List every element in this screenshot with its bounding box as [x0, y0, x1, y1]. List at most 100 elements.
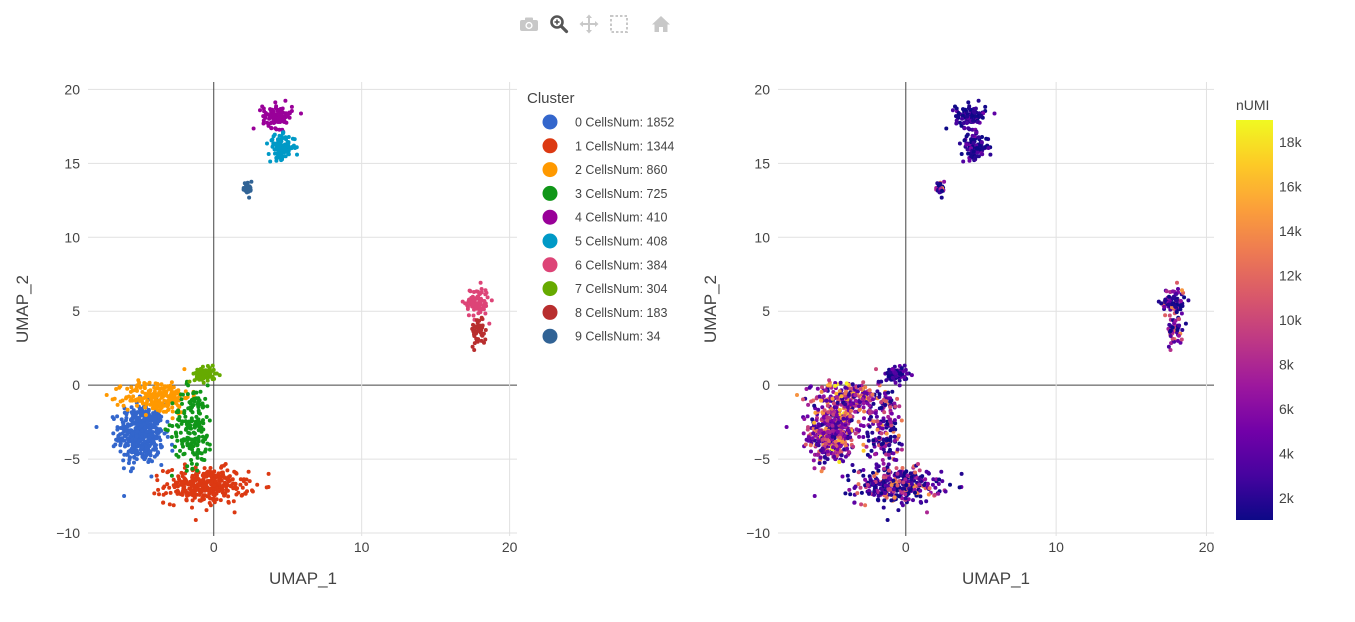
scatter-point[interactable]: [251, 126, 256, 131]
scatter-point[interactable]: [152, 402, 156, 407]
scatter-point[interactable]: [940, 479, 945, 484]
scatter-point[interactable]: [190, 505, 194, 510]
scatter-point[interactable]: [858, 387, 863, 391]
scatter-point[interactable]: [815, 452, 820, 457]
scatter-point[interactable]: [879, 405, 884, 410]
scatter-point[interactable]: [180, 489, 185, 494]
scatter-point[interactable]: [818, 455, 823, 460]
scatter-point[interactable]: [917, 482, 922, 487]
scatter-point[interactable]: [883, 491, 888, 495]
scatter-point[interactable]: [126, 422, 130, 427]
scatter-point[interactable]: [286, 140, 291, 145]
scatter-point[interactable]: [144, 447, 149, 452]
scatter-point[interactable]: [282, 146, 287, 151]
scatter-point[interactable]: [922, 483, 927, 488]
scatter-point[interactable]: [843, 454, 848, 459]
scatter-point[interactable]: [877, 481, 881, 486]
scatter-point[interactable]: [185, 392, 190, 397]
scatter-point[interactable]: [975, 146, 980, 151]
scatter-point[interactable]: [969, 154, 974, 159]
scatter-point[interactable]: [204, 415, 209, 419]
scatter-point[interactable]: [893, 371, 898, 375]
scatter-point[interactable]: [972, 110, 977, 115]
scatter-point[interactable]: [173, 444, 177, 449]
scatter-point[interactable]: [1175, 327, 1180, 332]
scatter-point[interactable]: [177, 478, 182, 483]
scatter-point[interactable]: [822, 455, 827, 459]
scatter-point[interactable]: [838, 380, 843, 385]
scatter-point[interactable]: [211, 496, 216, 501]
scatter-point[interactable]: [165, 482, 170, 487]
scatter-point[interactable]: [897, 494, 902, 499]
scatter-point[interactable]: [243, 491, 248, 496]
scatter-point[interactable]: [114, 387, 119, 391]
legend-item[interactable]: 1 CellsNum: 1344: [542, 138, 675, 154]
scatter-point[interactable]: [265, 141, 269, 146]
scatter-point[interactable]: [824, 437, 828, 442]
scatter-point[interactable]: [817, 429, 822, 434]
scatter-point[interactable]: [152, 491, 157, 496]
scatter-point[interactable]: [895, 396, 900, 401]
scatter-point[interactable]: [170, 405, 175, 410]
scatter-point[interactable]: [175, 491, 180, 496]
scatter-point[interactable]: [861, 401, 866, 406]
scatter-point[interactable]: [155, 392, 160, 397]
scatter-point[interactable]: [194, 374, 199, 379]
scatter-point[interactable]: [865, 452, 870, 457]
scatter-point[interactable]: [1180, 288, 1184, 293]
scatter-point[interactable]: [232, 469, 237, 474]
scatter-point[interactable]: [114, 437, 119, 442]
scatter-point[interactable]: [867, 424, 872, 429]
scatter-point[interactable]: [784, 425, 789, 429]
scatter-point[interactable]: [471, 313, 476, 318]
scatter-point[interactable]: [1173, 318, 1178, 323]
scatter-point[interactable]: [959, 152, 964, 156]
scatter-point[interactable]: [1176, 333, 1181, 338]
scatter-point[interactable]: [830, 396, 835, 401]
scatter-point[interactable]: [863, 477, 868, 482]
scatter-point[interactable]: [877, 392, 882, 397]
scatter-point[interactable]: [1162, 304, 1167, 309]
scatter-point[interactable]: [226, 494, 231, 499]
scatter-point[interactable]: [126, 439, 131, 444]
scatter-point[interactable]: [826, 452, 831, 457]
scatter-point[interactable]: [295, 152, 299, 157]
scatter-point[interactable]: [849, 386, 854, 391]
scatter-point[interactable]: [829, 406, 834, 411]
scatter-point[interactable]: [835, 400, 840, 405]
scatter-point[interactable]: [898, 371, 903, 376]
scatter-point[interactable]: [930, 482, 935, 487]
legend[interactable]: Cluster 0 CellsNum: 1852 1 CellsNum: 1344…: [527, 90, 674, 344]
scatter-point[interactable]: [475, 339, 480, 344]
scatter-point[interactable]: [881, 418, 886, 423]
scatter-point[interactable]: [470, 302, 475, 307]
scatter-point[interactable]: [191, 403, 196, 407]
scatter-point[interactable]: [129, 385, 134, 390]
scatter-point[interactable]: [839, 425, 844, 430]
scatter-point[interactable]: [155, 478, 160, 483]
scatter-point[interactable]: [845, 405, 850, 410]
scatter-point[interactable]: [205, 494, 210, 499]
legend-item[interactable]: 6 CellsNum: 384: [542, 257, 668, 273]
scatter-point[interactable]: [875, 389, 880, 394]
scatter-point[interactable]: [918, 499, 923, 504]
scatter-point[interactable]: [1167, 294, 1171, 299]
scatter-point[interactable]: [474, 325, 479, 330]
scatter-point[interactable]: [834, 391, 839, 396]
scatter-point[interactable]: [869, 448, 874, 453]
scatter-point[interactable]: [142, 383, 147, 388]
scatter-point[interactable]: [897, 383, 902, 388]
legend-item[interactable]: 7 CellsNum: 304: [542, 281, 668, 297]
scatter-point[interactable]: [961, 121, 966, 126]
scatter-point[interactable]: [836, 420, 841, 425]
scatter-point[interactable]: [143, 413, 148, 417]
scatter-point[interactable]: [940, 188, 944, 193]
scatter-point[interactable]: [841, 416, 846, 421]
scatter-point[interactable]: [871, 397, 875, 402]
scatter-point[interactable]: [845, 473, 850, 478]
scatter-point[interactable]: [867, 488, 871, 493]
scatter-point[interactable]: [836, 417, 841, 422]
scatter-point[interactable]: [866, 438, 871, 443]
scatter-point[interactable]: [856, 482, 861, 487]
scatter-point[interactable]: [895, 483, 900, 488]
